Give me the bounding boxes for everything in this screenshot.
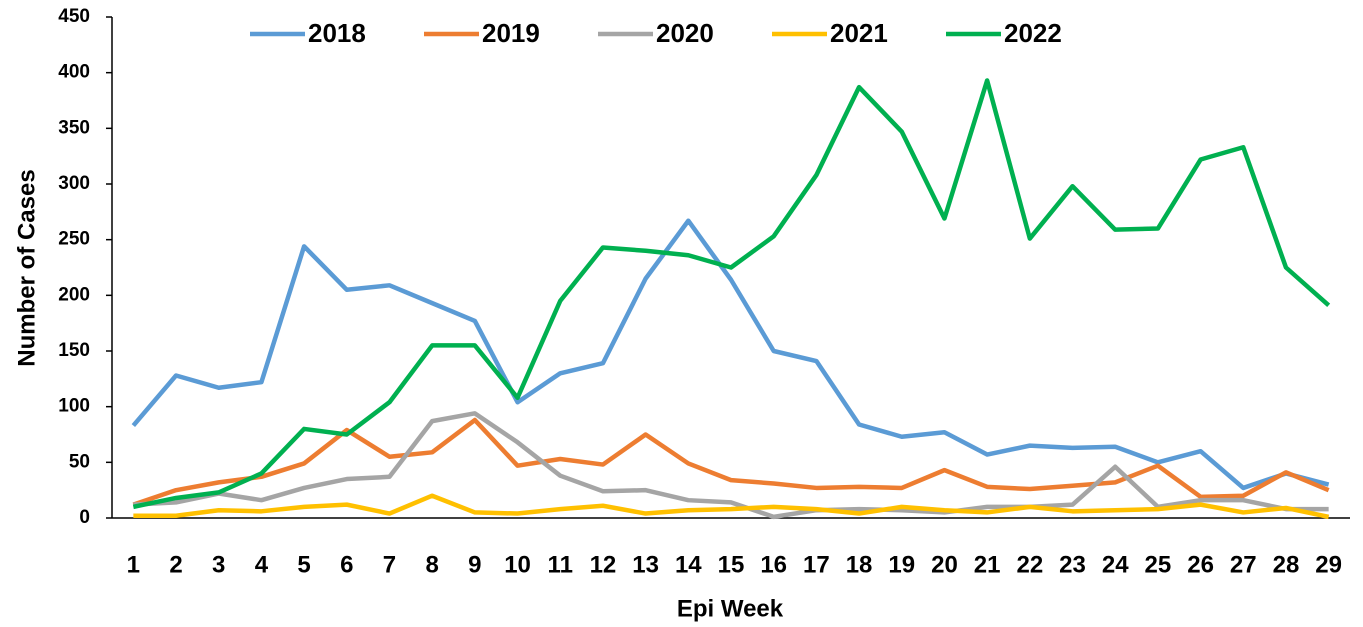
x-tick-label: 2 — [169, 551, 182, 578]
legend-label: 2020 — [656, 18, 714, 48]
x-tick-label: 6 — [340, 551, 353, 578]
y-tick-label: 300 — [58, 173, 90, 194]
x-tick-label: 9 — [468, 551, 481, 578]
x-tick-label: 17 — [803, 551, 830, 578]
x-tick-label: 3 — [212, 551, 225, 578]
y-tick-label: 450 — [58, 6, 90, 27]
y-tick-label: 50 — [69, 451, 90, 472]
series-line — [133, 411, 1329, 520]
x-tick-label: 26 — [1187, 551, 1214, 578]
x-axis-title: Epi Week — [677, 595, 784, 622]
series-line — [132, 78, 1331, 510]
x-tick-label: 4 — [255, 551, 269, 578]
x-tick-label: 1 — [127, 551, 140, 578]
x-tick-label: 28 — [1273, 551, 1300, 578]
series-line — [131, 218, 1330, 491]
x-tick-label: 23 — [1059, 551, 1086, 578]
x-tick-label: 24 — [1102, 551, 1129, 578]
y-tick-label: 250 — [58, 229, 90, 250]
series-line — [132, 417, 1330, 507]
x-tick-label: 5 — [297, 551, 310, 578]
x-tick-label: 18 — [846, 551, 873, 578]
x-tick-label: 16 — [760, 551, 787, 578]
x-tick-label: 29 — [1315, 551, 1342, 578]
x-tick-label: 15 — [718, 551, 745, 578]
y-tick-label: 100 — [58, 396, 90, 417]
x-tick-label: 11 — [548, 551, 573, 578]
x-tick-label: 20 — [931, 551, 958, 578]
x-tick-label: 10 — [504, 551, 531, 578]
legend-label: 2021 — [830, 18, 888, 48]
legend-label: 2022 — [1004, 18, 1062, 48]
x-tick-label: 12 — [590, 551, 617, 578]
y-axis-title: Number of Cases — [13, 169, 40, 366]
y-tick-label: 400 — [58, 62, 90, 83]
y-tick-label: 350 — [58, 117, 90, 138]
y-tick-label: 200 — [58, 284, 90, 305]
x-tick-label: 7 — [383, 551, 396, 578]
legend-label: 2018 — [308, 18, 366, 48]
x-tick-label: 21 — [974, 551, 1001, 578]
x-tick-label: 13 — [632, 551, 659, 578]
x-tick-label: 27 — [1230, 551, 1257, 578]
series-line — [133, 493, 1330, 520]
x-tick-label: 19 — [888, 551, 915, 578]
x-tick-label: 14 — [675, 551, 702, 578]
x-tick-label: 22 — [1016, 551, 1043, 578]
y-tick-label: 0 — [79, 507, 90, 528]
x-tick-label: 25 — [1145, 551, 1172, 578]
y-tick-label: 150 — [58, 340, 90, 361]
legend-label: 2019 — [482, 18, 540, 48]
x-tick-label: 8 — [425, 551, 438, 578]
